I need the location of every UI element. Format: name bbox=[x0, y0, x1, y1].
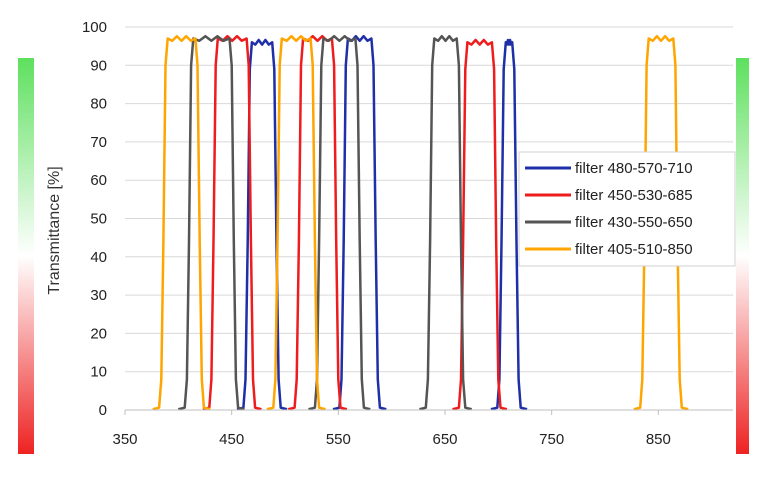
left-gradient-bar bbox=[18, 58, 34, 454]
x-tick-label: 450 bbox=[219, 431, 244, 448]
series-2-band-2 bbox=[287, 34, 348, 411]
x-tick-label: 650 bbox=[432, 431, 457, 448]
series-3-band-1 bbox=[178, 34, 245, 411]
y-tick-label: 90 bbox=[90, 57, 107, 74]
axes: 0 10 20 30 40 50 60 70 80 90 100 350 450 550 650 750 850… bbox=[46, 19, 733, 448]
y-tick-label: 40 bbox=[90, 249, 107, 266]
y-tick-label: 10 bbox=[90, 364, 107, 381]
series-3-band-2 bbox=[308, 34, 371, 411]
legend-label: filter 430-550-650 bbox=[575, 214, 693, 231]
y-tick-label: 60 bbox=[90, 172, 107, 189]
series-3-band-3 bbox=[419, 34, 472, 411]
y-tick-label: 30 bbox=[90, 287, 107, 304]
y-axis-label: Transmittance [%] bbox=[46, 166, 63, 294]
x-tick-label: 350 bbox=[112, 431, 137, 448]
series-1-band-3 bbox=[490, 38, 528, 411]
legend-box bbox=[518, 151, 736, 267]
x-tick-label: 850 bbox=[646, 431, 671, 448]
series-3 bbox=[178, 34, 472, 411]
grid-lines bbox=[125, 26, 733, 373]
series-4-band-3 bbox=[633, 34, 689, 411]
series-lines bbox=[152, 34, 689, 411]
x-tick-label: 750 bbox=[539, 431, 564, 448]
x-tick-label: 550 bbox=[326, 431, 351, 448]
legend-label: filter 480-570-710 bbox=[575, 160, 693, 177]
y-tick-label: 50 bbox=[90, 211, 107, 228]
legend-label: filter 405-510-850 bbox=[575, 241, 693, 258]
y-tick-label: 80 bbox=[90, 96, 107, 113]
series-4-band-2 bbox=[266, 34, 326, 411]
series-1-band-2 bbox=[332, 34, 387, 411]
right-gradient-bar bbox=[736, 58, 749, 454]
legend: filter 480-570-710 filter 450-530-685 filt… bbox=[518, 151, 736, 267]
y-tick-label: 100 bbox=[82, 19, 107, 36]
y-tick-label: 0 bbox=[99, 402, 107, 419]
series-4 bbox=[152, 34, 689, 411]
y-tick-label: 70 bbox=[90, 134, 107, 151]
legend-label: filter 450-530-685 bbox=[575, 187, 693, 204]
series-2-band-1 bbox=[202, 34, 262, 411]
series-4-band-1 bbox=[152, 34, 211, 411]
y-tick-label: 20 bbox=[90, 325, 107, 342]
